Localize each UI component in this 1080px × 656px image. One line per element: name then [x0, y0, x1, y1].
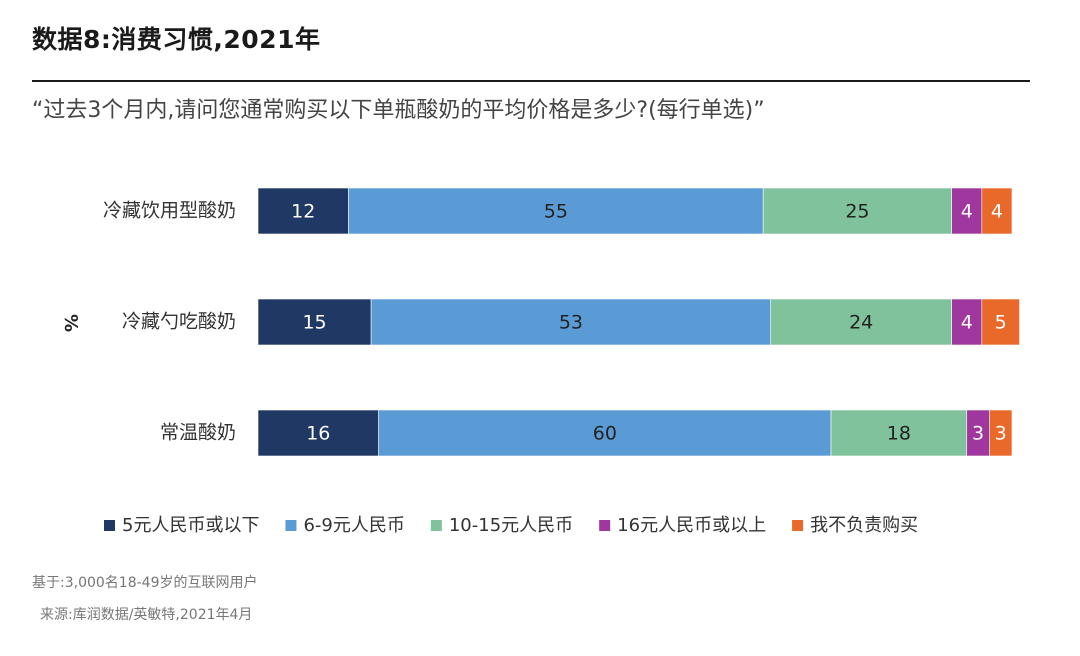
bar-segment-r1-s1 — [257, 187, 349, 235]
data-label-r2-s3: 24 — [849, 312, 873, 334]
legend-layer: 5元人民币或以下 6-9元人民币 10-15元人民币 16元人民币或以上 我不负责购买 — [104, 515, 918, 536]
data-label-r3-s3: 18 — [887, 423, 911, 445]
legend-label-3: 10-15元人民币 — [449, 515, 573, 536]
base-footnote: 基于:3,000名18-49岁的互联网用户 — [32, 575, 258, 591]
data-label-r3-s4: 3 — [972, 423, 984, 445]
category-label-2: 冷藏勺吃酸奶 — [122, 311, 236, 333]
legend-swatch-3 — [430, 520, 442, 531]
bar-segment-r1-s2 — [348, 187, 764, 235]
bar-segment-r2-s1 — [257, 298, 372, 346]
legend-label-2: 6-9元人民币 — [303, 515, 404, 536]
page-title: 数据8:消费习惯,2021年 — [32, 25, 321, 54]
legend-swatch-1 — [104, 520, 115, 531]
data-label-r1-s4: 4 — [961, 201, 973, 223]
data-label-r1-s3: 25 — [845, 201, 869, 223]
legend-swatch-2 — [285, 520, 297, 531]
legend-label-1: 5元人民币或以下 — [122, 515, 259, 536]
data-label-r2-s1: 15 — [302, 312, 326, 334]
stacked-bar-chart: 12 55 25 4 415 53 24 4 516 60 18 3 3 冷藏饮用型酸奶冷藏勺吃酸奶常温… — [60, 187, 1020, 536]
data-label-r1-s5: 4 — [991, 201, 1003, 223]
legend-swatch-5 — [792, 520, 804, 531]
data-label-r2-s2: 53 — [559, 312, 583, 334]
bar-segment-r1-s5 — [981, 187, 1013, 235]
bar-segment-r2-s4 — [951, 298, 983, 346]
y-axis-unit-label: % — [60, 314, 81, 332]
bar-segment-r3-s2 — [378, 409, 832, 457]
data-label-r2-s5: 5 — [995, 312, 1007, 334]
legend-swatch-4 — [599, 520, 611, 531]
bar-segment-r1-s3 — [762, 187, 952, 235]
category-label-1: 冷藏饮用型酸奶 — [103, 200, 236, 222]
data-label-r2-s4: 4 — [961, 312, 973, 334]
bar-segment-r3-s5 — [989, 409, 1013, 457]
survey-question: “过去3个月内,请问您通常购买以下单瓶酸奶的平均价格是多少?(每行单选)” — [32, 98, 765, 123]
data-label-r3-s2: 60 — [593, 423, 617, 445]
bars-layer: 12 55 25 4 415 53 24 4 516 60 18 3 3 — [257, 187, 1020, 457]
bar-segment-r3-s1 — [257, 409, 379, 457]
bar-segment-r2-s5 — [981, 298, 1020, 346]
data-label-r3-s5: 3 — [995, 423, 1007, 445]
bar-segment-r3-s3 — [830, 409, 968, 457]
source-footnote: 来源:库润数据/英敏特,2021年4月 — [40, 607, 253, 623]
bar-segment-r2-s2 — [370, 298, 772, 346]
legend-label-4: 16元人民币或以上 — [617, 515, 766, 536]
data-label-r1-s2: 55 — [544, 201, 568, 223]
title-divider — [32, 80, 1030, 82]
bar-segment-r2-s3 — [770, 298, 952, 346]
legend-label-5: 我不负责购买 — [810, 515, 918, 536]
category-label-3: 常温酸奶 — [160, 422, 236, 444]
data-label-r3-s1: 16 — [306, 423, 330, 445]
data-label-r1-s1: 12 — [291, 201, 315, 223]
